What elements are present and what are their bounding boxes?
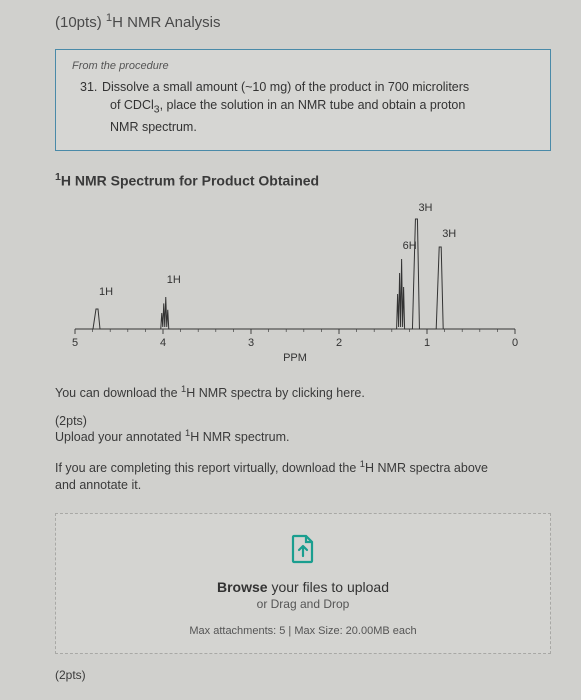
svg-text:4: 4 <box>160 337 166 349</box>
browse-line[interactable]: Browse your files to upload <box>66 579 540 595</box>
footer-points: (2pts) <box>55 668 551 682</box>
svg-text:2: 2 <box>336 337 342 349</box>
procedure-text: 31.Dissolve a small amount (~10 mg) of t… <box>72 78 534 136</box>
procedure-box: From the procedure 31.Dissolve a small a… <box>55 49 551 151</box>
svg-text:3: 3 <box>248 337 254 349</box>
svg-text:6H: 6H <box>403 240 417 252</box>
download-link-line[interactable]: You can download the 1H NMR spectra by c… <box>55 384 551 400</box>
svg-text:0: 0 <box>512 337 518 349</box>
points-label-2: (2pts) <box>55 414 551 428</box>
upload-instruction: Upload your annotated 1H NMR spectrum. <box>55 428 551 444</box>
upload-dropzone[interactable]: Browse your files to upload or Drag and … <box>55 513 551 654</box>
title-pts: (10pts) <box>55 14 106 31</box>
nmr-spectrum-chart: 5 4 3 2 1 0 PPM 1H 1H 6H 3H 3H <box>55 203 525 378</box>
max-attachments: Max attachments: 5 | Max Size: 20.00MB e… <box>66 625 540 637</box>
spectrum-subtitle: 1H NMR Spectrum for Product Obtained <box>55 171 551 189</box>
procedure-label: From the procedure <box>72 60 534 72</box>
page-title: (10pts) 1H NMR Analysis <box>55 12 551 31</box>
svg-text:1H: 1H <box>167 274 181 286</box>
svg-text:3H: 3H <box>442 228 456 240</box>
browse-bold: Browse <box>217 579 268 595</box>
svg-text:3H: 3H <box>418 203 432 214</box>
svg-text:1H: 1H <box>99 286 113 298</box>
drag-line: or Drag and Drop <box>66 597 540 611</box>
upload-icon <box>289 534 317 569</box>
title-main: H NMR Analysis <box>112 14 220 31</box>
browse-rest: your files to upload <box>268 579 389 595</box>
procedure-number: 31. <box>80 78 102 96</box>
svg-text:5: 5 <box>72 337 78 349</box>
svg-text:1: 1 <box>424 337 430 349</box>
svg-text:PPM: PPM <box>283 352 307 364</box>
virtual-note: If you are completing this report virtua… <box>55 458 551 495</box>
